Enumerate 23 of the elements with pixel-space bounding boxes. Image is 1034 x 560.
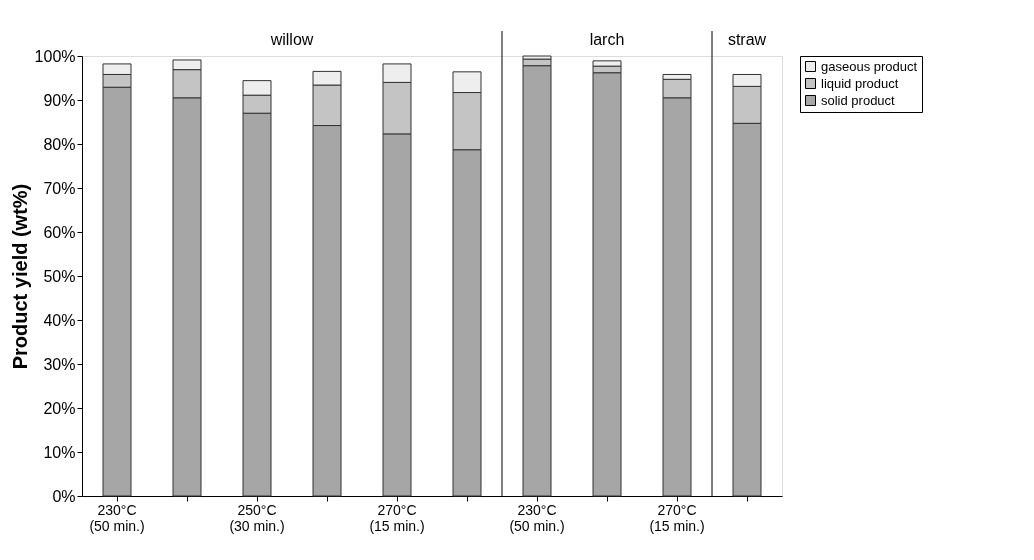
legend-label: gaseous product — [821, 58, 918, 74]
text: straw — [727, 31, 767, 48]
y-tick-label: 40% — [43, 311, 76, 329]
text: larch — [589, 31, 625, 48]
y-tick-label: 0% — [52, 487, 76, 505]
y-tick-label: 70% — [43, 179, 76, 197]
x-tick-label: 230°C (50 min.) — [509, 501, 565, 534]
y-tick-label: 20% — [43, 399, 76, 417]
y-tick-label: 80% — [43, 135, 76, 153]
x-tick-label: 230°C (50 min.) — [89, 501, 145, 534]
y-tick-label: 60% — [43, 223, 76, 241]
x-tick-label: 270°C (15 min.) — [369, 501, 425, 534]
y-tick-label: 30% — [43, 355, 76, 373]
y-axis-title: Product yield (wt%) — [8, 183, 31, 370]
y-tick-label: 90% — [43, 91, 76, 109]
x-tick-label: 250°C (30 min.) — [229, 501, 285, 534]
y-tick-label: 50% — [43, 267, 76, 285]
y-tick-label: 10% — [43, 443, 76, 461]
text: willow — [269, 31, 314, 48]
legend-label: solid product — [821, 92, 896, 108]
x-tick-label: 270°C (15 min.) — [649, 501, 705, 534]
y-tick-label: 100% — [34, 47, 76, 65]
legend-label: liquid product — [821, 75, 899, 91]
